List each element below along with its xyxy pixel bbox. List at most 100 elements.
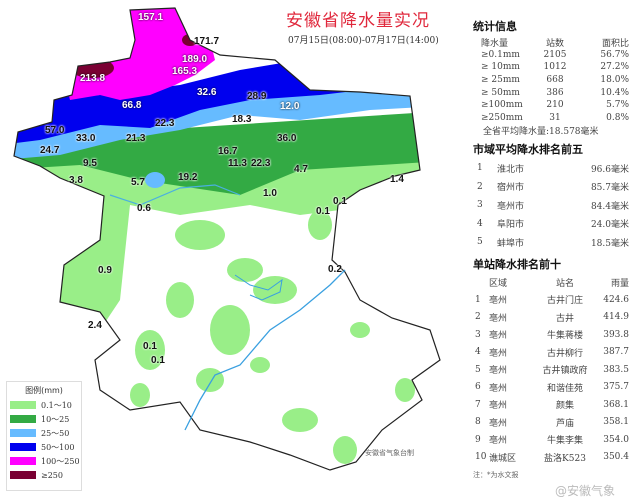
legend-item: 25～50 bbox=[7, 426, 81, 440]
rain-value: 0.1 bbox=[143, 341, 157, 352]
rain-value: 36.0 bbox=[277, 133, 297, 144]
station-rank-row-cell: 牛集李集 bbox=[546, 436, 583, 447]
stats-row-cell: ≥ 50mm bbox=[481, 87, 520, 98]
moderate-rain-band bbox=[14, 110, 440, 195]
station-rank-row: 6 亳州 和谐佳苑 375.7 bbox=[473, 379, 633, 397]
station-rank-row-cell: 谯城区 bbox=[489, 453, 517, 464]
legend-title: 图例(mm) bbox=[25, 386, 63, 395]
province-border bbox=[13, 7, 441, 471]
station-rank-row: 3 亳州 牛集蒋楼 393.8 bbox=[473, 326, 633, 344]
stats-row-cell: 0.8% bbox=[606, 112, 629, 123]
rain-value: 0.6 bbox=[137, 203, 151, 214]
station-rank-row-cell: 古井柳行 bbox=[546, 348, 583, 359]
legend-label: 25～50 bbox=[41, 428, 70, 438]
city-rank-row-cell: 亳州市 bbox=[497, 201, 525, 212]
stats-row-cell: 5.7% bbox=[606, 100, 629, 111]
station-rank-row-cell: 古井镇政府 bbox=[542, 366, 588, 377]
station-rank-row-cell: 和谐佳苑 bbox=[546, 383, 583, 394]
rain-value: 189.0 bbox=[182, 54, 208, 65]
station-rank-row-cell: 亳州 bbox=[489, 366, 508, 377]
heavy-rain-band bbox=[14, 85, 440, 160]
station-rank-row-cell: 1 bbox=[475, 294, 481, 305]
rain-value: 0.2 bbox=[328, 264, 342, 275]
station-rank-row-cell: 393.8 bbox=[603, 329, 629, 340]
rain-value: 1.0 bbox=[263, 188, 277, 199]
rain-value: 33.0 bbox=[76, 133, 96, 144]
station-rank-row-cell: 颜集 bbox=[555, 401, 574, 412]
stats-row: ≥250mm 31 0.8% bbox=[473, 112, 633, 125]
rain-value: 213.8 bbox=[80, 73, 106, 84]
map-credit: 安徽省气象台制 bbox=[365, 449, 414, 457]
city-rank-row: 3 亳州市 84.4毫米 bbox=[473, 196, 633, 215]
rain-value: 16.7 bbox=[218, 146, 238, 157]
stats-row-cell: 18.0% bbox=[600, 75, 629, 86]
city-rank-row-cell: 3 bbox=[477, 200, 483, 211]
rain-value: 165.3 bbox=[172, 66, 198, 77]
city-rank-row-cell: 84.4毫米 bbox=[590, 201, 629, 212]
city-rank-row-cell: 24.0毫米 bbox=[590, 220, 629, 231]
rain-value: 28.9 bbox=[247, 91, 267, 102]
station-rank-row-cell: 盐洛K523 bbox=[544, 453, 586, 464]
station-rank-row-cell: 亳州 bbox=[489, 296, 508, 307]
station-rank-row-cell: 亳州 bbox=[489, 436, 508, 447]
stats-row-cell: 1012 bbox=[543, 62, 567, 73]
station-rank-row-cell: 7 bbox=[475, 399, 481, 410]
stats-title: 统计信息 bbox=[473, 20, 517, 33]
station-rank-row-cell: 古井 bbox=[555, 313, 574, 324]
stats-row: ≥ 10mm 1012 27.2% bbox=[473, 61, 633, 74]
station-rank-row-cell: 2 bbox=[475, 312, 481, 323]
legend-label: 0.1～10 bbox=[41, 400, 72, 410]
legend-label: ≥250 bbox=[41, 470, 63, 480]
rain-value: 0.1 bbox=[333, 196, 347, 207]
legend-swatch bbox=[10, 415, 36, 423]
city-rank-row: 2 宿州市 85.7毫米 bbox=[473, 178, 633, 197]
rain-value: 9.5 bbox=[83, 158, 97, 169]
rain-value: 22.3 bbox=[251, 158, 271, 169]
stats-row-cell: ≥ 25mm bbox=[481, 75, 520, 86]
station-rank-row: 8 亳州 芦庙 358.1 bbox=[473, 414, 633, 432]
stats-row-cell: ≥0.1mm bbox=[481, 49, 520, 60]
rain-value: 66.8 bbox=[122, 100, 142, 111]
station-rank-row-cell: 424.6 bbox=[603, 294, 629, 305]
station-rank-row: 7 亳州 颜集 368.1 bbox=[473, 396, 633, 414]
rain-value: 0.9 bbox=[98, 265, 112, 276]
city-rank-row-cell: 宿州市 bbox=[497, 183, 525, 194]
station-header: 区域 站名 雨量 bbox=[489, 278, 629, 289]
city-rank-row-cell: 85.7毫米 bbox=[590, 183, 629, 194]
station-rank-row-cell: 358.1 bbox=[603, 417, 629, 428]
light-rain-band bbox=[14, 150, 440, 330]
station-rank-row-cell: 牛集蒋楼 bbox=[546, 331, 583, 342]
legend-label: 100～250 bbox=[41, 456, 80, 466]
station-rank-row: 5 亳州 古井镇政府 383.5 bbox=[473, 361, 633, 379]
stats-row-cell: ≥100mm bbox=[481, 100, 523, 111]
station-rank-row-cell: 10 bbox=[475, 452, 487, 463]
rain-value: 157.1 bbox=[138, 12, 164, 23]
rain-value: 1.4 bbox=[390, 174, 404, 185]
rain-value: 32.6 bbox=[197, 87, 217, 98]
chaohu-lake bbox=[234, 274, 283, 301]
station-rank-row-cell: 414.9 bbox=[603, 312, 629, 323]
station-rank-row-cell: 亳州 bbox=[489, 383, 508, 394]
legend-item: 100～250 bbox=[7, 454, 81, 468]
city-rank-row-cell: 5 bbox=[477, 237, 483, 248]
station-rank-row-cell: 9 bbox=[475, 434, 481, 445]
rain-value: 171.7 bbox=[194, 36, 220, 47]
rain-value: 0.1 bbox=[316, 206, 330, 217]
station-rank-title: 单站降水排名前十 bbox=[473, 257, 561, 271]
stats-header: 降水量 站数 面积比 bbox=[481, 38, 629, 49]
city-rank-row-cell: 1 bbox=[477, 163, 483, 174]
station-rank-row: 9 亳州 牛集李集 354.0 bbox=[473, 431, 633, 449]
station-rank-row-cell: 6 bbox=[475, 382, 481, 393]
stats-row: ≥ 25mm 668 18.0% bbox=[473, 74, 633, 87]
rain-value: 19.2 bbox=[178, 172, 198, 183]
legend-item: 50～100 bbox=[7, 440, 81, 454]
watermark: @安徽气象 bbox=[555, 484, 616, 498]
rain-value: 11.3 bbox=[228, 158, 247, 169]
rain-value: 18.3 bbox=[232, 114, 252, 125]
station-rank-row: 4 亳州 古井柳行 387.7 bbox=[473, 344, 633, 362]
heavy-rain-spot bbox=[145, 172, 165, 188]
legend-item: 10～25 bbox=[7, 412, 81, 426]
rain-value: 12.0 bbox=[280, 101, 300, 112]
